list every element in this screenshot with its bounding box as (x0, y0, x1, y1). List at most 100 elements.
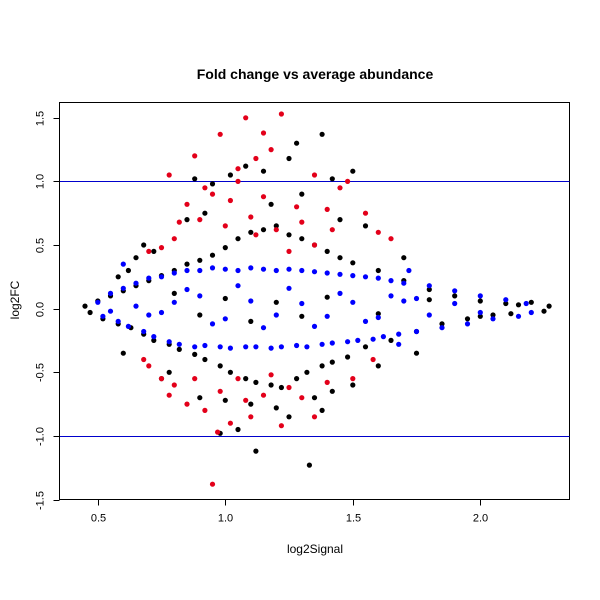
data-point (319, 131, 325, 137)
data-point (375, 363, 381, 369)
data-point (125, 267, 131, 274)
data-point (375, 267, 381, 274)
data-point (375, 275, 381, 281)
series-1 (95, 261, 534, 351)
data-point (260, 194, 267, 200)
data-point (406, 267, 412, 274)
data-point (311, 242, 318, 248)
data-point (401, 298, 407, 304)
data-point (319, 407, 325, 413)
data-point (248, 214, 254, 220)
data-point (176, 346, 182, 352)
data-point (324, 379, 330, 385)
data-point (158, 376, 165, 382)
data-point (337, 255, 343, 261)
data-point (217, 131, 223, 137)
data-point (166, 392, 172, 398)
data-point (158, 274, 165, 280)
data-point (192, 176, 198, 182)
data-point (253, 344, 259, 350)
data-point (115, 274, 121, 280)
data-point (278, 423, 284, 429)
data-point (248, 401, 254, 407)
data-point (248, 229, 254, 235)
data-point (311, 395, 318, 401)
data-point (146, 275, 152, 281)
data-point (362, 344, 369, 350)
data-point (362, 274, 369, 280)
data-point (248, 414, 254, 420)
data-point (268, 382, 274, 388)
data-point (253, 155, 259, 162)
data-point (184, 217, 190, 223)
y-axis: -1.5 -1.0 -0.5 0.0 0.5 1.0 1.5 (35, 111, 60, 510)
data-point (396, 331, 402, 337)
plot-area (59, 102, 570, 500)
data-point (324, 270, 330, 276)
data-point (243, 376, 249, 382)
data-point (375, 229, 381, 235)
data-point (222, 266, 228, 272)
series-2 (141, 111, 394, 487)
data-point (294, 204, 300, 210)
data-point (464, 321, 471, 327)
data-point (222, 295, 228, 302)
data-point (388, 293, 394, 299)
data-point (319, 341, 325, 347)
data-point (329, 227, 335, 233)
data-point (151, 248, 157, 254)
y-tick-label: -0.5 (35, 363, 47, 382)
data-point (278, 344, 284, 350)
data-point (490, 312, 496, 318)
data-point (464, 316, 471, 322)
data-point (115, 318, 121, 324)
data-point (299, 395, 305, 401)
data-point (337, 185, 343, 191)
data-point (439, 321, 445, 327)
data-point (268, 372, 274, 378)
data-point (197, 257, 203, 263)
data-point (176, 219, 182, 225)
points-layer (82, 111, 552, 487)
data-point (329, 388, 335, 394)
data-point (176, 341, 182, 347)
x-axis: 0.5 1.0 1.5 2.0 (91, 499, 488, 525)
data-point (286, 232, 292, 238)
data-point (329, 340, 335, 346)
data-point (396, 341, 402, 347)
data-point (100, 313, 106, 319)
data-point (508, 311, 514, 317)
data-point (299, 267, 305, 274)
data-point (197, 312, 203, 318)
data-point (268, 345, 274, 351)
data-point (222, 316, 228, 322)
data-point (286, 285, 292, 291)
data-point (278, 384, 284, 391)
data-point (192, 376, 198, 382)
data-point (243, 163, 249, 169)
data-point (260, 392, 267, 398)
data-point (515, 302, 522, 308)
data-point (324, 248, 330, 254)
data-point (202, 356, 208, 363)
data-point (523, 300, 529, 307)
data-point (217, 363, 223, 369)
data-point (273, 227, 279, 233)
data-point (426, 286, 432, 293)
data-point (217, 388, 223, 394)
y-tick-label: 1.0 (35, 174, 47, 189)
data-point (439, 325, 445, 331)
y-tick-label: -1.0 (35, 427, 47, 446)
data-point (209, 265, 216, 271)
data-point (503, 300, 509, 307)
data-point (235, 376, 241, 382)
x-tick-label: 1.5 (346, 513, 361, 525)
data-point (146, 363, 152, 369)
data-point (388, 337, 394, 343)
data-point (528, 309, 534, 316)
data-point (503, 297, 509, 303)
data-point (355, 337, 361, 343)
data-point (426, 283, 432, 289)
x-tick-label: 0.5 (91, 513, 106, 525)
data-point (319, 363, 325, 369)
